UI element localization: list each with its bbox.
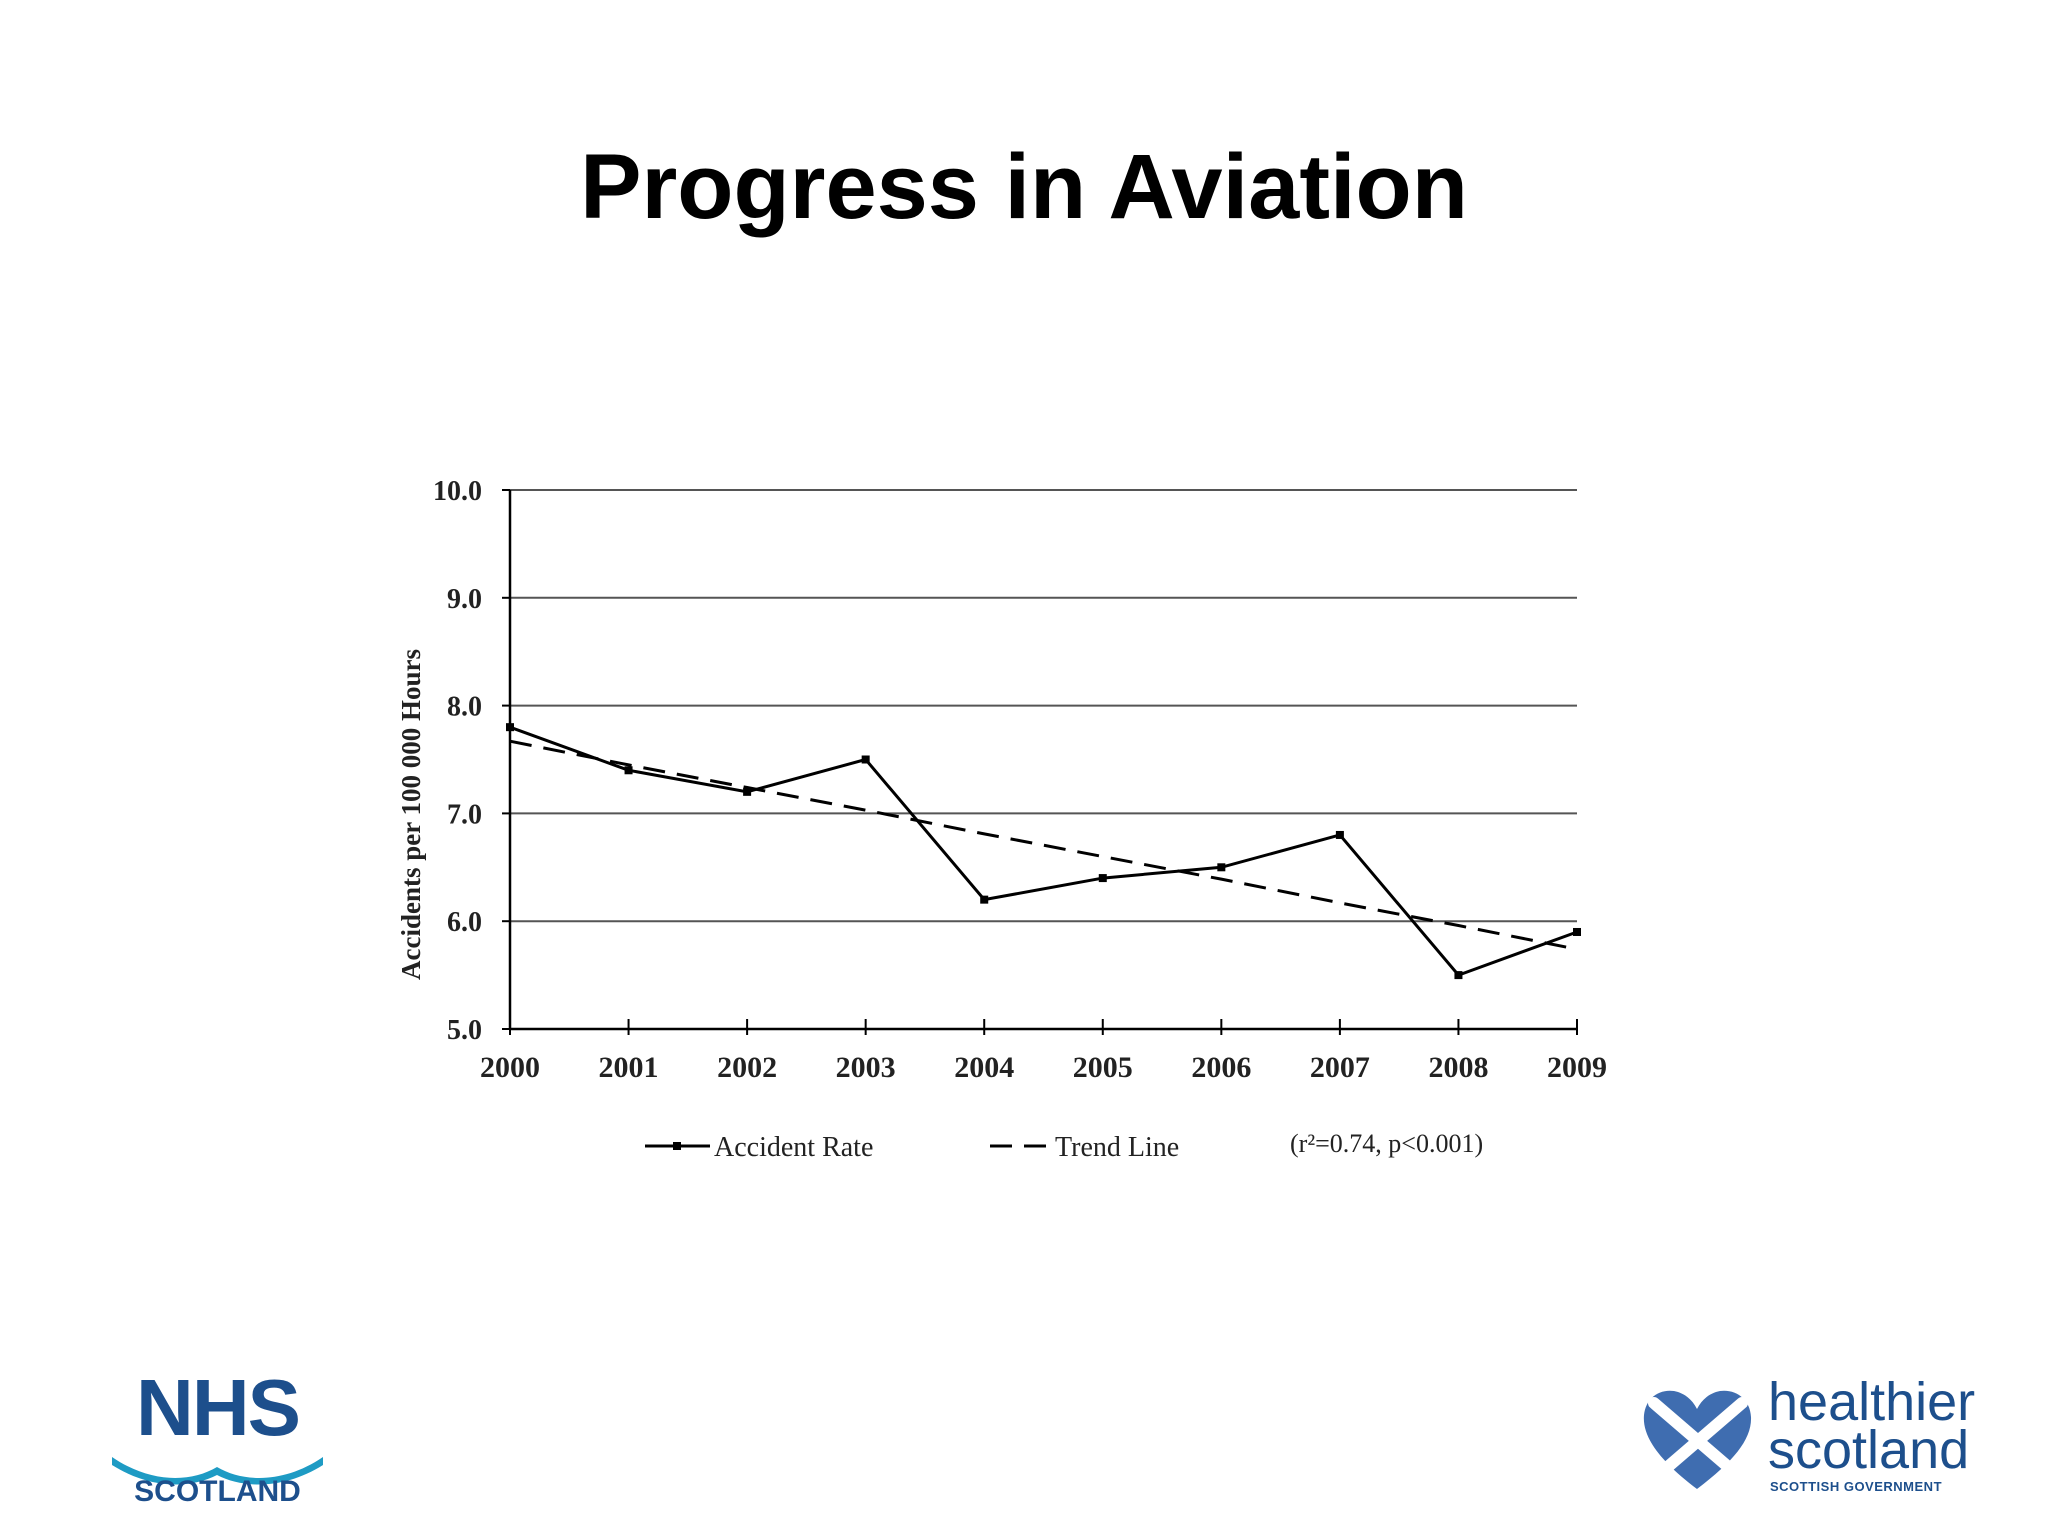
accident-rate-point xyxy=(1335,830,1344,839)
stats-annotation: (r²=0.74, p<0.001) xyxy=(1290,1129,1483,1158)
accident-rate-point xyxy=(743,787,752,796)
legend-trend-label: Trend Line xyxy=(1055,1132,1179,1163)
accident-rate-line xyxy=(509,725,1578,977)
y-axis-title: Accidents per 100 000 Hours xyxy=(396,649,426,980)
accident-rate-point xyxy=(1573,927,1581,936)
x-tick-label: 2004 xyxy=(954,1051,1014,1084)
scottish-government-label: SCOTTISH GOVERNMENT xyxy=(1770,1479,1943,1494)
legend-accident-label: Accident Rate xyxy=(714,1132,873,1163)
scotland-word: scotland xyxy=(1768,1420,1970,1480)
accident-rate-point xyxy=(1098,874,1107,883)
accident-rate-point xyxy=(1454,971,1463,980)
saltire-heart-icon xyxy=(1643,1390,1752,1489)
x-tick-label: 2002 xyxy=(717,1051,777,1084)
healthier-scotland-logo: healthier scotland SCOTTISH GOVERNMENT xyxy=(1640,1375,1980,1500)
healthier-word: healthier xyxy=(1768,1372,1976,1432)
nhs-logo-sub: SCOTLAND xyxy=(134,1475,301,1508)
y-tick-label: 9.0 xyxy=(447,584,482,615)
y-tick-label: 10.0 xyxy=(433,476,482,507)
nhs-logo-word: NHS xyxy=(136,1363,301,1452)
x-tick-label: 2009 xyxy=(1547,1051,1607,1084)
x-tick-label: 2000 xyxy=(480,1051,540,1084)
x-tick-label: 2001 xyxy=(599,1051,659,1084)
y-tick-label: 8.0 xyxy=(447,692,482,723)
accident-rate-point xyxy=(624,766,633,775)
y-tick-label: 5.0 xyxy=(447,1015,482,1046)
accident-rate-point xyxy=(1217,863,1226,872)
x-tick-label: 2006 xyxy=(1191,1051,1251,1084)
accident-rate-point xyxy=(980,895,989,904)
y-tick-label: 7.0 xyxy=(447,799,482,830)
x-tick-label: 2007 xyxy=(1310,1051,1370,1084)
accident-rate-point xyxy=(861,755,870,764)
wave-icon xyxy=(112,1457,323,1485)
nhs-scotland-logo: NHS SCOTLAND xyxy=(110,1365,325,1515)
accident-rate-point xyxy=(506,723,514,732)
trend-line xyxy=(509,739,1578,951)
legend-accident-marker xyxy=(673,1142,681,1150)
x-tick-label: 2008 xyxy=(1428,1051,1488,1084)
slide-title: Progress in Aviation xyxy=(580,136,1468,238)
y-tick-label: 6.0 xyxy=(447,907,482,938)
x-tick-label: 2005 xyxy=(1073,1051,1133,1084)
x-tick-label: 2003 xyxy=(836,1051,896,1084)
